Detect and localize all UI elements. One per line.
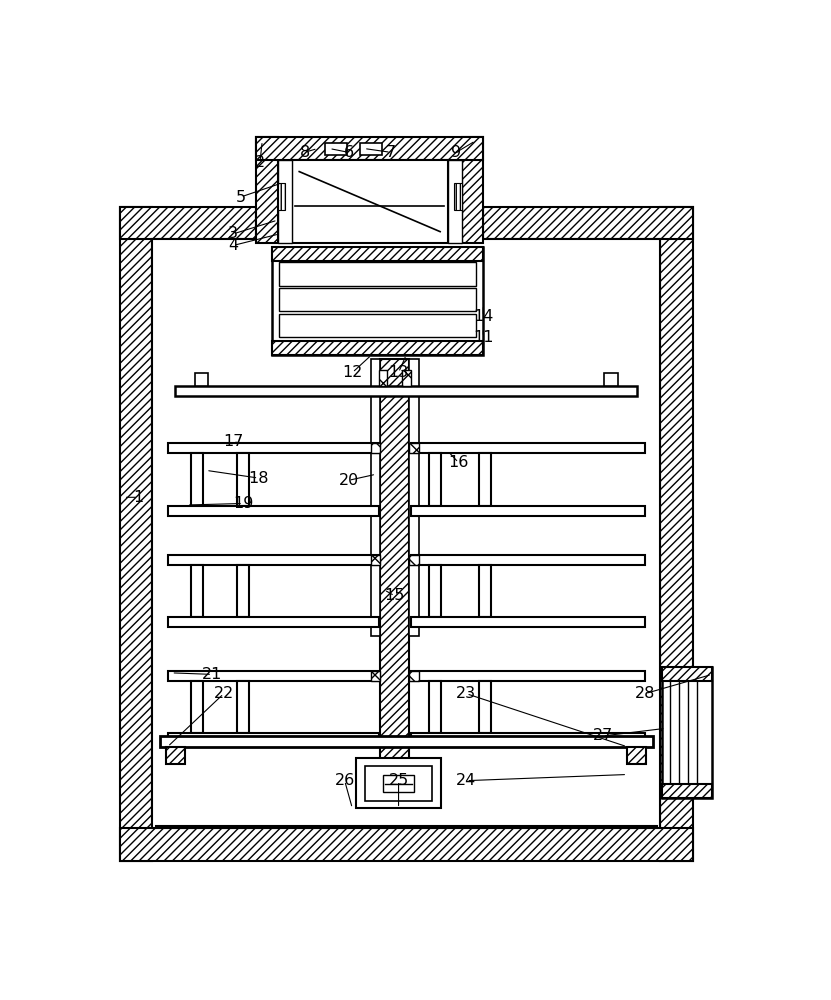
Text: 23: 23 [456, 686, 476, 701]
Bar [383, 775, 414, 792]
Bar [279, 314, 475, 337]
Bar [411, 733, 645, 743]
Bar [410, 555, 419, 565]
Bar [160, 736, 652, 747]
Text: 24: 24 [456, 773, 476, 788]
Bar [410, 443, 419, 453]
Bar [292, 160, 448, 243]
Bar [411, 671, 645, 681]
Bar [411, 443, 645, 453]
Text: 14: 14 [473, 309, 494, 324]
Bar [190, 565, 203, 617]
Bar [279, 288, 475, 311]
Bar [402, 370, 411, 386]
Bar [168, 555, 379, 565]
Bar [371, 359, 380, 636]
Bar [411, 555, 645, 565]
Bar [237, 565, 249, 617]
Bar [120, 828, 693, 861]
Text: 16: 16 [449, 455, 469, 470]
Text: 11: 11 [473, 330, 494, 345]
Text: 17: 17 [223, 434, 243, 449]
Bar [604, 373, 618, 386]
Bar [380, 359, 410, 790]
Bar [371, 555, 380, 565]
Bar [152, 239, 661, 828]
Bar [168, 443, 379, 453]
Bar [278, 160, 292, 243]
Bar [272, 341, 484, 355]
Bar [366, 766, 431, 801]
Bar [272, 247, 484, 261]
Bar [411, 617, 645, 627]
Bar [462, 137, 484, 243]
Bar [256, 137, 278, 243]
Bar [256, 137, 484, 160]
Text: 13: 13 [388, 365, 409, 380]
Text: 2: 2 [255, 155, 265, 170]
Bar [410, 671, 419, 681]
Text: 4: 4 [228, 238, 238, 253]
Bar [168, 506, 379, 516]
Bar [168, 671, 379, 681]
Text: 7: 7 [386, 145, 396, 160]
Bar [279, 262, 475, 286]
Text: 22: 22 [214, 686, 234, 701]
Text: 8: 8 [299, 145, 310, 160]
Text: 1: 1 [133, 490, 144, 505]
Text: 5: 5 [236, 190, 246, 205]
Text: 3: 3 [228, 226, 238, 241]
Bar [120, 207, 256, 239]
Bar [272, 247, 484, 355]
Bar [237, 453, 249, 506]
Bar [190, 681, 203, 733]
Text: 21: 21 [202, 667, 223, 682]
Bar [194, 373, 209, 386]
Bar [168, 733, 379, 743]
Text: 18: 18 [248, 471, 268, 486]
Bar [662, 667, 712, 681]
Bar [479, 565, 491, 617]
Bar [175, 386, 637, 396]
Bar [662, 784, 712, 798]
Bar [237, 681, 249, 733]
Text: 28: 28 [635, 686, 655, 701]
Text: 6: 6 [343, 145, 353, 160]
Bar [661, 207, 693, 861]
Bar [479, 681, 491, 733]
Bar [379, 370, 387, 386]
Bar [410, 359, 419, 636]
Bar [479, 453, 491, 506]
Bar [166, 747, 185, 764]
Text: 27: 27 [593, 728, 612, 744]
Bar [120, 207, 152, 861]
Bar [371, 443, 380, 453]
Bar [454, 183, 462, 210]
Bar [168, 617, 379, 627]
Bar [429, 453, 441, 506]
Bar [627, 747, 647, 764]
Bar [360, 143, 381, 155]
Text: 9: 9 [451, 145, 461, 160]
Text: 25: 25 [388, 773, 409, 788]
Bar [429, 565, 441, 617]
Bar [371, 671, 380, 681]
Text: 19: 19 [233, 496, 253, 511]
Text: 15: 15 [385, 588, 405, 603]
Bar [278, 183, 285, 210]
Bar [448, 160, 462, 243]
Text: 12: 12 [342, 365, 362, 380]
Bar [484, 207, 693, 239]
Bar [356, 758, 441, 808]
Bar [326, 143, 347, 155]
Bar [190, 453, 203, 506]
Text: 26: 26 [335, 773, 355, 788]
Bar [411, 506, 645, 516]
Bar [662, 667, 712, 798]
Bar [429, 681, 441, 733]
Text: 20: 20 [338, 473, 359, 488]
